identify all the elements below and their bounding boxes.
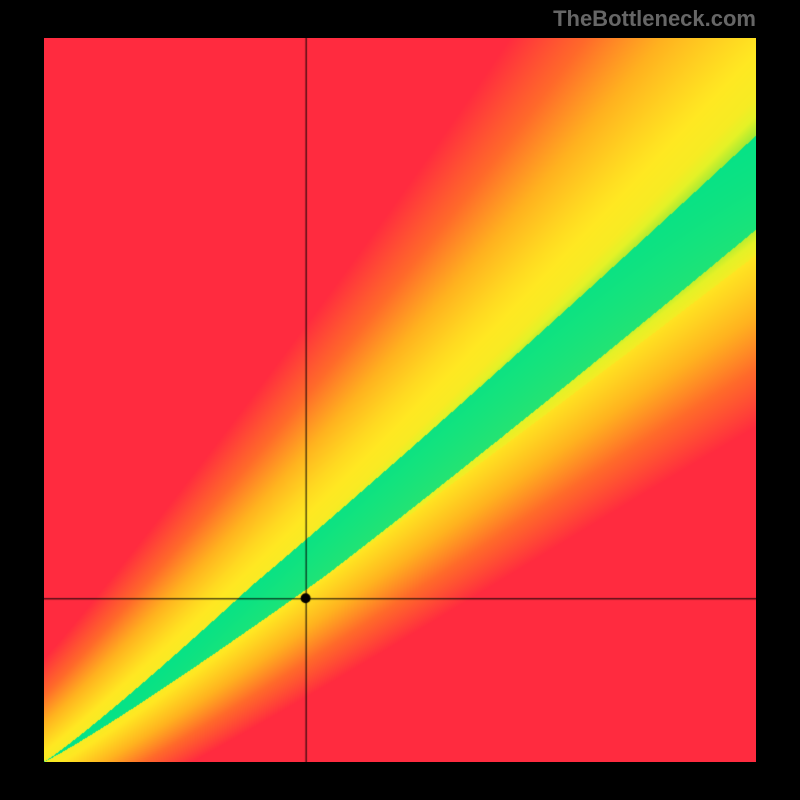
bottleneck-heatmap xyxy=(44,38,756,762)
chart-container: TheBottleneck.com xyxy=(0,0,800,800)
watermark-text: TheBottleneck.com xyxy=(553,6,756,32)
